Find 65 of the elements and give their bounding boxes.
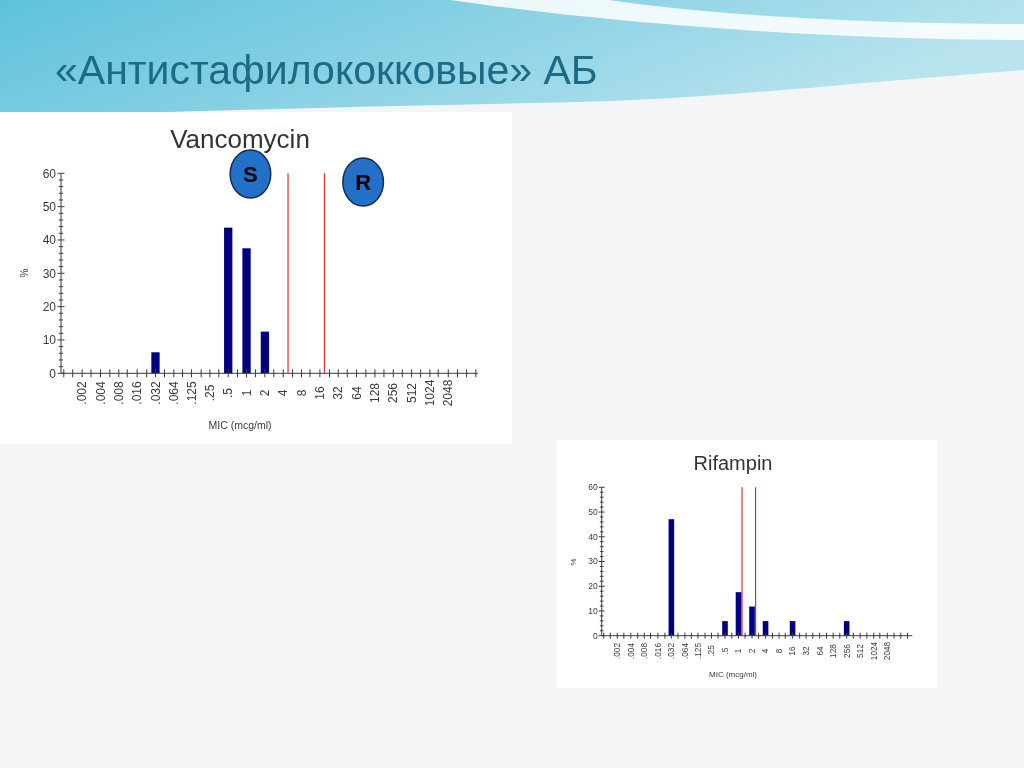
x-tick-label: .125 <box>692 642 703 660</box>
x-tick-label: .5 <box>719 647 730 655</box>
x-tick-label: .032 <box>148 381 163 405</box>
x-tick-label: .008 <box>639 642 650 660</box>
x-tick-label: .064 <box>679 642 690 660</box>
y-tick-label: 50 <box>588 507 598 518</box>
x-tick-label: 32 <box>801 646 812 656</box>
y-axis-title: % <box>18 268 30 278</box>
y-tick-label: 0 <box>592 630 598 641</box>
x-tick-label: .125 <box>184 381 199 405</box>
x-tick-label: .016 <box>130 381 145 405</box>
x-tick-label: .5 <box>221 387 236 399</box>
x-tick-label: 256 <box>386 382 401 404</box>
x-tick-label: 2 <box>258 389 273 397</box>
x-axis-title: MIC (mcg/ml) <box>208 419 272 431</box>
x-tick-label: 256 <box>841 643 852 658</box>
x-tick-label: 16 <box>313 386 328 400</box>
x-tick-label: 16 <box>787 646 798 656</box>
chart-subtitle: Vancomycin <box>170 124 310 154</box>
x-tick-label: 1024 <box>868 641 879 661</box>
x-tick-label: 1 <box>239 389 254 397</box>
x-tick-label: 128 <box>828 643 839 658</box>
chart-title: «Антистафилококковые» АБ <box>55 47 598 93</box>
x-tick-label: .002 <box>75 381 90 405</box>
y-tick-label: 20 <box>588 581 598 592</box>
y-tick-label: 30 <box>42 266 57 281</box>
y-tick-label: 50 <box>42 199 57 214</box>
x-tick-label: 64 <box>349 386 364 400</box>
y-tick-label: 40 <box>42 233 57 248</box>
x-tick-label: .008 <box>112 381 126 405</box>
x-tick-label: 4 <box>276 389 291 397</box>
x-tick-label: 1 <box>733 648 744 654</box>
x-tick-label: .004 <box>625 642 636 660</box>
x-tick-label: .032 <box>666 642 677 660</box>
x-axis-title: MIC (mcg/ml) <box>709 670 758 679</box>
x-tick-label: 4 <box>760 648 771 654</box>
y-tick-label: 40 <box>588 531 598 542</box>
x-tick-label: 2048 <box>441 379 456 407</box>
x-tick-label: 1024 <box>423 379 438 407</box>
y-tick-label: 60 <box>42 166 57 181</box>
x-tick-label: .064 <box>167 381 182 405</box>
x-tick-label: .016 <box>652 642 663 660</box>
y-tick-label: 60 <box>588 482 598 493</box>
x-tick-label: 512 <box>404 382 419 404</box>
y-tick-label: 10 <box>588 605 598 616</box>
y-tick-label: 10 <box>42 333 57 348</box>
x-tick-label: .25 <box>203 384 218 402</box>
y-tick-label: 20 <box>42 299 57 314</box>
x-tick-label: .25 <box>706 644 717 657</box>
x-tick-label: 32 <box>331 386 346 400</box>
x-tick-label: 128 <box>368 382 383 404</box>
annotation: R <box>355 169 372 195</box>
x-tick-label: .004 <box>93 381 108 405</box>
y-tick-label: 30 <box>588 556 598 567</box>
x-tick-label: 64 <box>814 646 825 656</box>
x-tick-label: 8 <box>773 648 784 654</box>
annotation: S <box>243 161 258 187</box>
y-tick-label: 0 <box>49 366 57 381</box>
x-tick-label: 512 <box>855 643 866 658</box>
x-tick-label: .002 <box>612 642 623 660</box>
y-axis-title: % <box>568 558 578 566</box>
x-tick-label: 2 <box>746 648 757 654</box>
x-tick-label: 8 <box>294 389 309 397</box>
x-tick-label: 2048 <box>882 641 893 661</box>
chart-title: Rifampin <box>693 451 773 474</box>
